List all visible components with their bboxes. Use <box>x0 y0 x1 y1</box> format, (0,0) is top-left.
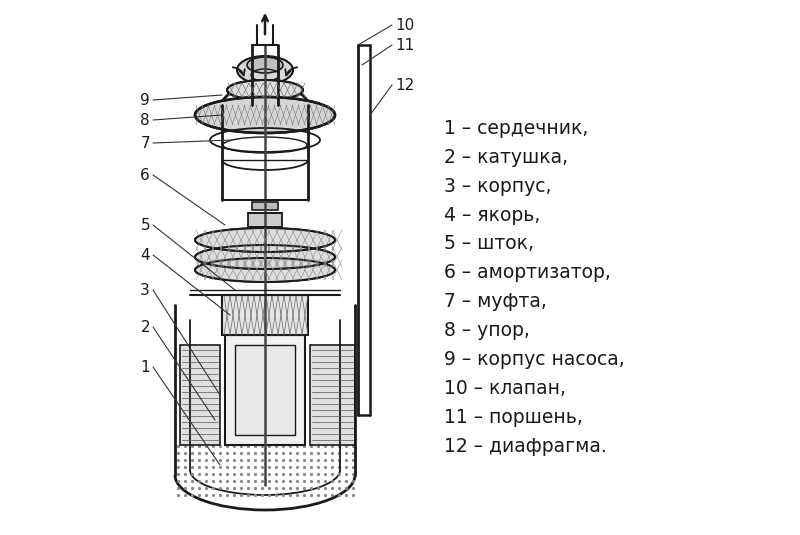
Text: 9: 9 <box>140 93 150 108</box>
Text: 3 – корпус,: 3 – корпус, <box>444 177 551 196</box>
Bar <box>225 335 305 445</box>
Text: 6 – амортизатор,: 6 – амортизатор, <box>444 263 611 282</box>
Ellipse shape <box>247 57 283 73</box>
Text: 7 – муфта,: 7 – муфта, <box>444 292 547 311</box>
Text: 3: 3 <box>140 282 150 297</box>
Text: 5: 5 <box>140 218 150 233</box>
Ellipse shape <box>195 258 335 282</box>
Text: 2: 2 <box>140 319 150 334</box>
Text: 7: 7 <box>140 135 150 150</box>
Text: 9 – корпус насоса,: 9 – корпус насоса, <box>444 350 625 369</box>
Bar <box>222 295 308 335</box>
Bar <box>248 213 282 227</box>
Ellipse shape <box>195 97 335 133</box>
Text: 4 – якорь,: 4 – якорь, <box>444 205 540 225</box>
Text: 11: 11 <box>395 37 414 52</box>
Text: 8: 8 <box>140 112 150 127</box>
Ellipse shape <box>227 80 303 100</box>
Text: 4: 4 <box>140 248 150 263</box>
Text: 11 – поршень,: 11 – поршень, <box>444 408 583 427</box>
Text: 12: 12 <box>395 78 414 93</box>
Text: 8 – упор,: 8 – упор, <box>444 321 530 340</box>
Text: 10 – клапан,: 10 – клапан, <box>444 379 566 398</box>
Ellipse shape <box>195 228 335 252</box>
Text: 1 – сердечник,: 1 – сердечник, <box>444 119 588 138</box>
Text: 1: 1 <box>140 360 150 374</box>
Text: 2 – катушка,: 2 – катушка, <box>444 148 568 167</box>
Bar <box>180 345 220 445</box>
Bar <box>252 202 278 210</box>
Text: 12 – диафрагма.: 12 – диафрагма. <box>444 437 606 456</box>
Ellipse shape <box>237 56 293 84</box>
Text: 5 – шток,: 5 – шток, <box>444 234 534 254</box>
Ellipse shape <box>195 245 335 269</box>
Bar <box>310 345 355 445</box>
Bar <box>235 345 295 435</box>
Text: 10: 10 <box>395 18 414 33</box>
Text: 6: 6 <box>140 167 150 182</box>
